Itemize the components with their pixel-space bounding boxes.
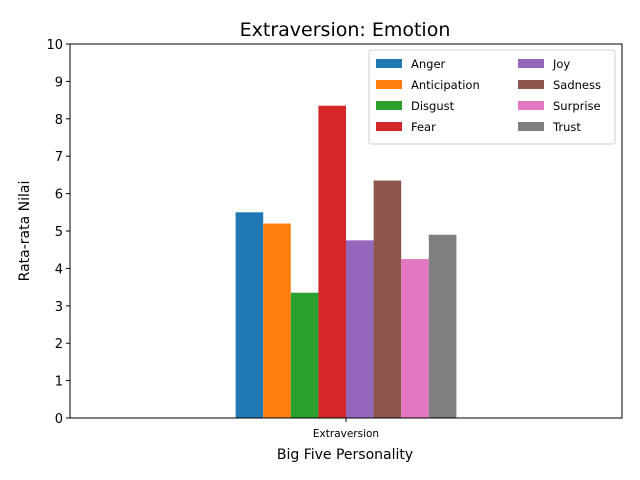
legend-swatch-surprise	[518, 101, 544, 110]
bar-trust	[428, 234, 457, 418]
y-tick-label: 10	[46, 38, 63, 53]
legend-swatch-fear	[376, 122, 402, 131]
bar-anger	[235, 212, 264, 418]
x-axis-label: Big Five Personality	[277, 447, 413, 463]
plot-area: Extraversion 0 1 2 3 4 5 6 7 8 9 10	[46, 38, 623, 440]
y-tick-label: 3	[55, 300, 63, 315]
legend: Anger Anticipation Disgust Fear Joy Sadness Su…	[368, 49, 616, 145]
y-tick-label: 6	[55, 188, 63, 203]
y-tick-label: 2	[55, 337, 63, 352]
y-tick-label: 7	[55, 150, 63, 165]
y-tick-label: 5	[55, 225, 63, 240]
legend-swatch-trust	[518, 122, 544, 131]
bar-sadness	[373, 180, 402, 418]
bar-anticipation	[263, 223, 291, 418]
bar-disgust	[290, 292, 319, 418]
y-tick-label: 0	[55, 412, 63, 427]
y-axis-label: Rata-rata Nilai	[17, 181, 33, 282]
y-tick-label: 9	[55, 75, 63, 90]
y-tick-label: 1	[55, 375, 63, 390]
legend-swatch-sadness	[518, 80, 544, 89]
legend-label-surprise: Surprise	[553, 99, 601, 113]
legend-label-trust: Trust	[552, 120, 581, 134]
legend-label-sadness: Sadness	[553, 78, 601, 92]
legend-swatch-anger	[376, 59, 402, 68]
bar-joy	[346, 240, 374, 418]
legend-swatch-anticipation	[376, 80, 402, 89]
legend-label-anticipation: Anticipation	[411, 78, 480, 92]
chart-title: Extraversion: Emotion	[240, 19, 451, 41]
y-tick-label: 8	[55, 113, 63, 128]
legend-swatch-disgust	[376, 101, 402, 110]
bar-surprise	[401, 259, 429, 418]
legend-label-disgust: Disgust	[411, 99, 455, 113]
bar-fear	[318, 105, 346, 419]
legend-box	[368, 49, 616, 145]
legend-label-fear: Fear	[411, 120, 436, 134]
legend-swatch-joy	[518, 59, 544, 68]
y-tick-label: 4	[55, 262, 63, 277]
x-tick-label: Extraversion	[313, 428, 379, 440]
legend-label-anger: Anger	[411, 57, 446, 71]
legend-label-joy: Joy	[552, 57, 570, 71]
